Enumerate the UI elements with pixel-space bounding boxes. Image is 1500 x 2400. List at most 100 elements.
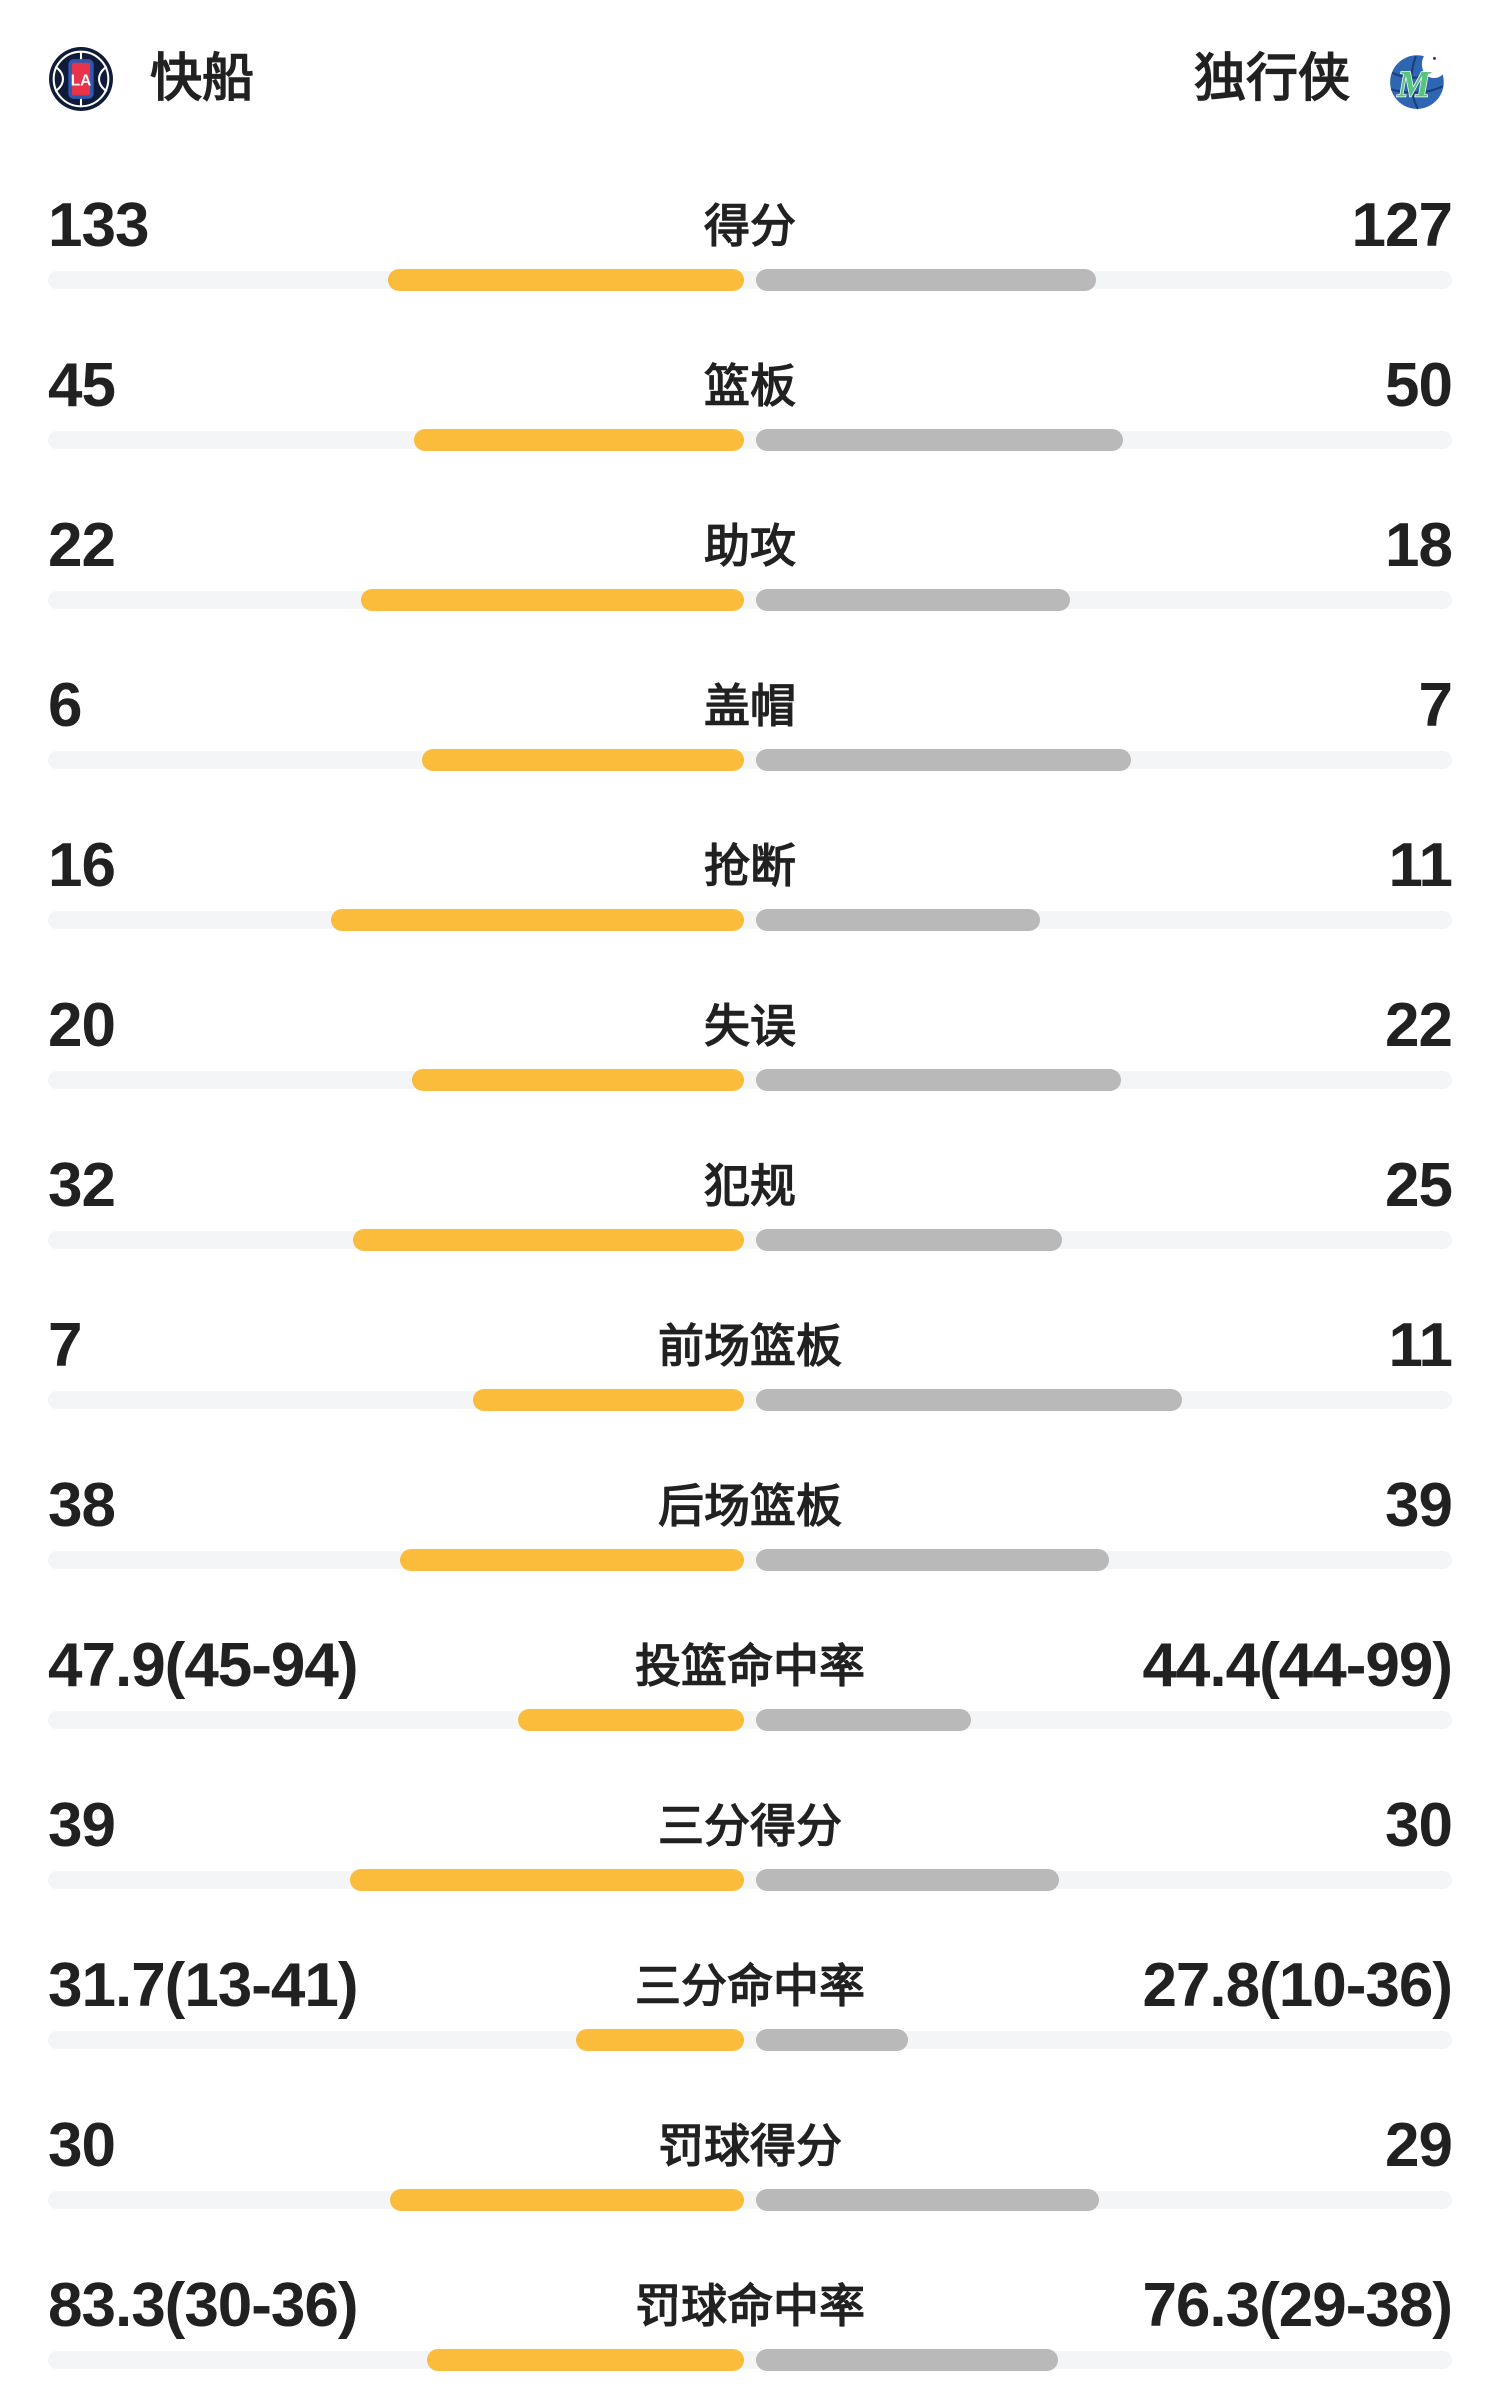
svg-text:M: M: [1396, 65, 1432, 106]
stat-values: 31.7(13-41) 三分命中率 27.8(10-36): [48, 1948, 1453, 2024]
stat-bar-track: [48, 1069, 1452, 1091]
stat-label: 犯规: [704, 1160, 796, 1212]
stat-label: 得分: [704, 200, 796, 252]
stat-label: 后场篮板: [658, 1480, 842, 1532]
team-right-name: 独行侠: [1193, 50, 1350, 108]
stat-row: 22 助攻 18: [48, 508, 1453, 668]
stat-row: 16 抢断 11: [48, 828, 1453, 988]
stat-bar-right: [756, 2189, 1099, 2211]
team-left: LA 快船: [48, 46, 254, 112]
stat-bar-right: [756, 589, 1070, 611]
stat-values: 83.3(30-36) 罚球命中率 76.3(29-38): [48, 2268, 1453, 2344]
stat-values: 133 得分 127: [48, 188, 1453, 264]
stat-values: 47.9(45-94) 投篮命中率 44.4(44-99): [48, 1628, 1453, 1704]
stat-left-value: 32: [48, 1151, 116, 1220]
stat-bar-right: [756, 429, 1123, 451]
stat-left-value: 7: [48, 1311, 82, 1380]
stat-bar-left: [360, 589, 744, 611]
stat-bar-right: [756, 1549, 1109, 1571]
stat-label: 三分命中率: [635, 1960, 865, 2012]
stat-bar-track: [48, 429, 1452, 451]
stat-values: 32 犯规 25: [48, 1148, 1453, 1224]
stat-label: 失误: [704, 1000, 796, 1052]
stat-right-value: 27.8(10-36): [1142, 1951, 1453, 2020]
stat-bar-right: [756, 1389, 1182, 1411]
stat-bar-left: [412, 1069, 744, 1091]
stat-bar-track: [48, 2029, 1452, 2051]
stat-values: 38 后场篮板 39: [48, 1468, 1453, 1544]
stat-bar-left: [400, 1549, 744, 1571]
stat-label: 前场篮板: [658, 1320, 842, 1372]
stat-right-value: 18: [1385, 511, 1453, 580]
team-right: 独行侠 M: [1194, 46, 1452, 112]
stat-bar-track: [48, 269, 1452, 291]
stat-values: 45 篮板 50: [48, 348, 1453, 424]
stat-row: 32 犯规 25: [48, 1148, 1453, 1308]
header: LA 快船 独行侠 M: [48, 46, 1452, 112]
stat-right-value: 22: [1385, 991, 1453, 1060]
stat-label: 投篮命中率: [635, 1640, 865, 1692]
stat-right-value: 44.4(44-99): [1142, 1631, 1453, 1700]
stat-bar-track: [48, 749, 1452, 771]
stat-bar-track: [48, 1709, 1452, 1731]
stat-label: 罚球命中率: [635, 2280, 865, 2332]
stat-bar-left: [387, 269, 744, 291]
stat-bar-right: [756, 749, 1132, 771]
stat-row: 133 得分 127: [48, 188, 1453, 348]
stat-row: 47.9(45-94) 投篮命中率 44.4(44-99): [48, 1628, 1453, 1788]
stat-label: 三分得分: [658, 1800, 842, 1852]
stat-label: 盖帽: [704, 680, 796, 732]
stat-row: 38 后场篮板 39: [48, 1468, 1453, 1628]
stat-left-value: 39: [48, 1791, 116, 1860]
stat-values: 20 失误 22: [48, 988, 1453, 1064]
stat-row: 7 前场篮板 11: [48, 1308, 1453, 1468]
stat-bar-track: [48, 2349, 1452, 2371]
stat-bar-right: [756, 1229, 1062, 1251]
stat-values: 22 助攻 18: [48, 508, 1453, 584]
stat-right-value: 127: [1351, 191, 1453, 260]
stat-left-value: 83.3(30-36): [48, 2271, 359, 2340]
stat-right-value: 76.3(29-38): [1142, 2271, 1453, 2340]
stat-bar-track: [48, 1869, 1452, 1891]
stat-label: 罚球得分: [658, 2120, 842, 2172]
stat-row: 31.7(13-41) 三分命中率 27.8(10-36): [48, 1948, 1453, 2108]
stat-bar-left: [472, 1389, 744, 1411]
stat-row: 45 篮板 50: [48, 348, 1453, 508]
stat-bar-left: [350, 1869, 744, 1891]
stat-bar-right: [756, 2029, 908, 2051]
stat-values: 7 前场篮板 11: [48, 1308, 1453, 1384]
stat-row: 20 失误 22: [48, 988, 1453, 1148]
stat-bar-left: [518, 1709, 744, 1731]
stat-left-value: 38: [48, 1471, 116, 1540]
team-left-name: 快船: [150, 50, 255, 108]
clippers-logo-icon: LA: [48, 46, 114, 112]
stat-right-value: 11: [1388, 1311, 1453, 1380]
stat-label: 抢断: [704, 840, 796, 892]
stat-row: 39 三分得分 30: [48, 1788, 1453, 1948]
stat-row: 6 盖帽 7: [48, 668, 1453, 828]
stat-values: 16 抢断 11: [48, 828, 1453, 904]
stat-left-value: 6: [48, 671, 82, 740]
stat-bar-right: [756, 1709, 971, 1731]
stat-values: 39 三分得分 30: [48, 1788, 1453, 1864]
stat-bar-right: [756, 269, 1097, 291]
mavericks-logo-icon: M: [1386, 46, 1452, 112]
stat-bar-track: [48, 909, 1452, 931]
stat-values: 6 盖帽 7: [48, 668, 1453, 744]
stat-bar-left: [422, 749, 744, 771]
stat-right-value: 50: [1385, 351, 1453, 420]
stat-label: 助攻: [704, 520, 796, 572]
stat-bar-right: [756, 909, 1041, 931]
stat-left-value: 30: [48, 2111, 116, 2180]
stat-bar-track: [48, 2189, 1452, 2211]
stat-bar-track: [48, 589, 1452, 611]
stat-bar-left: [352, 1229, 744, 1251]
stat-left-value: 16: [48, 831, 116, 900]
stat-bar-right: [756, 1069, 1121, 1091]
svg-text:LA: LA: [71, 73, 92, 90]
stat-left-value: 45: [48, 351, 116, 420]
stat-bar-track: [48, 1549, 1452, 1571]
stat-right-value: 30: [1385, 1791, 1453, 1860]
stat-row: 83.3(30-36) 罚球命中率 76.3(29-38): [48, 2268, 1453, 2400]
